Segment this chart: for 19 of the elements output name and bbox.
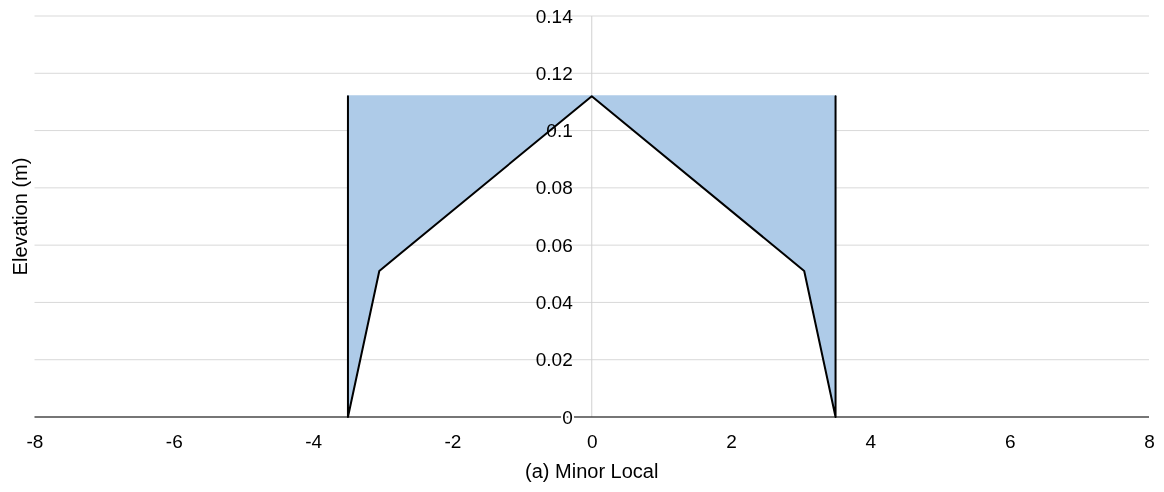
y-tick-label: 0.08 <box>535 177 573 199</box>
y-tick-label: 0.12 <box>535 62 573 84</box>
x-tick-label: 2 <box>726 431 737 453</box>
y-tick-label: 0.14 <box>535 5 574 27</box>
y-axis-title: Elevation (m) <box>9 157 31 276</box>
x-tick-label: -2 <box>444 431 462 453</box>
x-tick-label: -6 <box>165 431 183 453</box>
y-tick-label: 0.06 <box>535 234 573 256</box>
x-tick-label: 0 <box>586 431 598 453</box>
x-tick-label: -4 <box>305 431 323 453</box>
x-tick-label: 4 <box>865 431 877 453</box>
y-tick-label: 0.1 <box>546 120 573 142</box>
x-tick-label: 6 <box>1004 431 1016 453</box>
y-tick-label: 0.04 <box>535 292 574 314</box>
y-tick-label: 0.02 <box>535 349 573 371</box>
y-tick-label: 0 <box>562 406 573 428</box>
x-tick-label: -8 <box>26 431 44 453</box>
x-tick-label: 8 <box>1144 431 1155 453</box>
x-axis-title: (a) Minor Local <box>525 460 659 482</box>
